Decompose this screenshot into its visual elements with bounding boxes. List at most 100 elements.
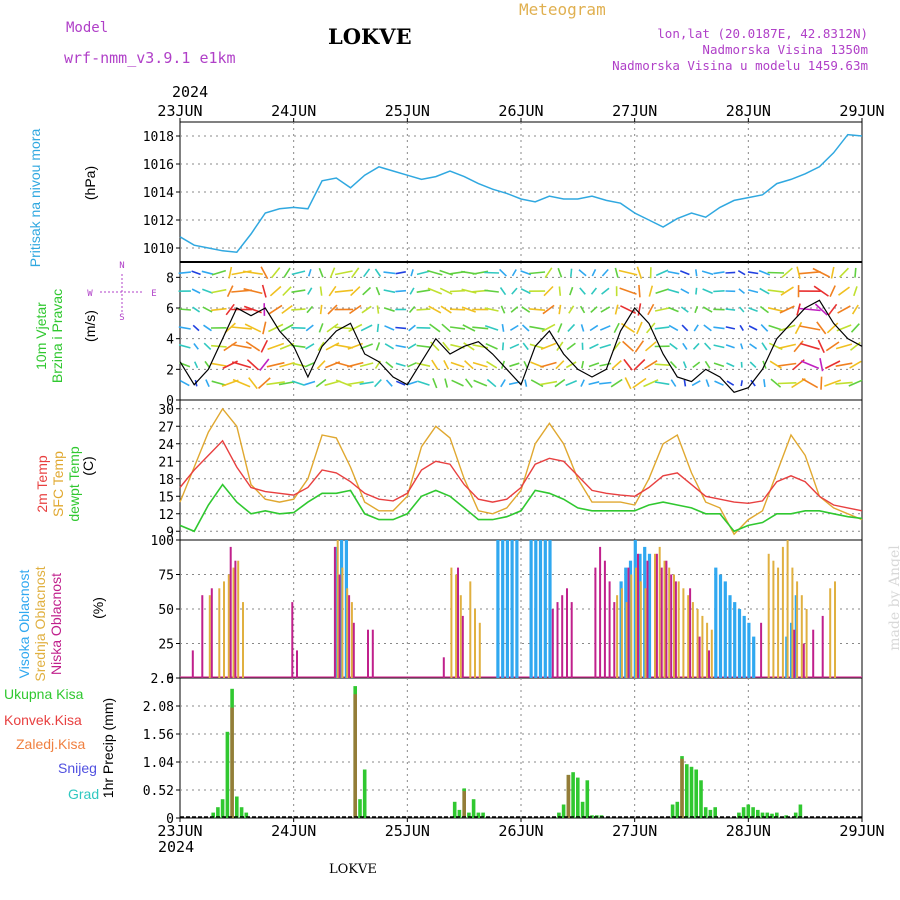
wind-arrow xyxy=(758,269,771,276)
wind-arrow xyxy=(408,324,416,332)
wind-arrow xyxy=(670,379,677,387)
wind-arrow xyxy=(361,305,372,314)
wind-arrow xyxy=(269,285,282,297)
cloud-bar-srednja-oblacnost xyxy=(696,609,699,678)
cloud-bar-visoka-oblacnost xyxy=(647,553,652,678)
wind-arrow xyxy=(763,379,766,388)
wind-arrow xyxy=(647,303,655,316)
wind-arrow xyxy=(544,267,553,279)
wind-arrow xyxy=(849,360,862,369)
wind-arrow xyxy=(281,304,293,315)
wind-arrow xyxy=(824,379,842,387)
wind-arrow xyxy=(558,286,562,296)
precip-bar-total xyxy=(457,809,462,818)
wind-arrow xyxy=(501,323,505,332)
cloud-bar-srednja-oblacnost xyxy=(341,567,344,678)
cloud-bar-srednja-oblacnost xyxy=(710,629,713,678)
wind-arrow xyxy=(812,267,830,278)
wind-arrow xyxy=(794,321,803,335)
precip-bar-total xyxy=(585,780,590,818)
cloud-bar-srednja-oblacnost xyxy=(691,602,694,678)
wind-arrow xyxy=(620,305,637,315)
wind-arrow xyxy=(384,325,395,331)
cloud-bar-srednja-oblacnost xyxy=(450,567,453,678)
cloud-bar-niska-oblacnost xyxy=(296,650,298,678)
wind-arrow xyxy=(385,361,394,369)
wind-arrow xyxy=(540,361,557,368)
cloud-bar-niska-oblacnost xyxy=(461,615,464,678)
wind-arrow xyxy=(304,361,315,368)
legend-snow: Snijeg xyxy=(58,760,97,776)
wind-arrow xyxy=(203,324,212,332)
cloud-bar-srednja-oblacnost xyxy=(682,588,685,678)
precip-bar-total xyxy=(580,801,585,818)
wind-arrow xyxy=(701,270,714,276)
wind-arrow xyxy=(726,380,735,386)
cloud-bar-srednja-oblacnost xyxy=(834,581,836,678)
wind-arrow xyxy=(473,379,488,387)
wind-arrow xyxy=(680,288,690,295)
precip-bar-total xyxy=(708,809,713,818)
wind-arrow xyxy=(569,286,574,296)
ytick-label-temperature: 12 xyxy=(158,508,174,523)
cloud-bar-srednja-oblacnost xyxy=(237,560,240,678)
cloud-bar-srednja-oblacnost xyxy=(455,574,458,678)
wind-arrow xyxy=(590,287,598,295)
wind-arrow xyxy=(211,269,227,276)
wind-arrow xyxy=(557,267,563,278)
wind-arrow xyxy=(713,362,725,368)
wind-arrow xyxy=(725,308,736,311)
wind-arrow xyxy=(179,379,190,387)
wind-arrow xyxy=(472,326,489,330)
wind-arrow xyxy=(542,304,555,315)
cloud-bar-niska-oblacnost xyxy=(793,629,796,678)
cloud-bar-niska-oblacnost xyxy=(352,622,355,678)
model-name: wrf-nmm_v3.9.1 e1km xyxy=(64,49,236,67)
wind-arrow xyxy=(450,361,465,368)
wind-arrow xyxy=(693,324,699,332)
xtick-label-bottom: 29JUN xyxy=(839,822,884,840)
ytick-label-wind: 0 xyxy=(166,394,174,409)
wind-arrow xyxy=(614,267,619,278)
wind-arrow xyxy=(283,267,291,278)
ytick-label-pressure: 1012 xyxy=(143,214,174,229)
cloud-bar-niska-oblacnost xyxy=(708,650,710,678)
wind-arrow xyxy=(193,343,199,350)
cloud-bar-niska-oblacnost xyxy=(608,581,611,678)
wind-arrow xyxy=(620,322,636,333)
wind-arrow xyxy=(427,269,443,276)
precip-bar-total xyxy=(239,807,244,818)
wind-arrow xyxy=(530,379,544,388)
wind-arrow xyxy=(636,266,643,280)
wind-arrow xyxy=(799,271,821,275)
wind-arrow xyxy=(319,286,323,296)
wind-arrow xyxy=(178,308,191,311)
precip-bar-convective xyxy=(230,707,234,818)
wind-arrow xyxy=(738,306,745,313)
station-title: LOKVE xyxy=(328,24,412,49)
wind-arrow xyxy=(680,306,689,313)
wind-arrow xyxy=(624,377,632,390)
wind-arrow xyxy=(695,287,698,295)
cloud-bar-visoka-oblacnost xyxy=(529,540,533,678)
wind-arrow xyxy=(385,379,393,387)
wind-arrow xyxy=(416,362,431,367)
cloud-bar-srednja-oblacnost xyxy=(223,581,225,678)
wind-arrow xyxy=(522,342,529,351)
cloud-bar-visoka-oblacnost xyxy=(505,540,509,678)
cloud-bar-niska-oblacnost xyxy=(599,546,602,678)
cloud-bar-niska-oblacnost xyxy=(760,622,763,678)
ytick-label-pressure: 1016 xyxy=(143,158,174,173)
precip-bar-total xyxy=(467,812,471,818)
wind-arrow xyxy=(261,284,267,298)
wind-arrow xyxy=(850,323,860,333)
wind-arrow xyxy=(613,322,620,334)
wind-arrow xyxy=(558,304,562,315)
cloud-bar-niska-oblacnost xyxy=(665,560,668,678)
wind-arrow xyxy=(725,344,735,349)
cloud-bar-srednja-oblacnost xyxy=(350,602,353,678)
wind-arrow xyxy=(326,323,339,333)
wind-arrow xyxy=(416,289,431,293)
wind-arrow xyxy=(654,363,670,366)
wind-arrow xyxy=(232,378,251,388)
